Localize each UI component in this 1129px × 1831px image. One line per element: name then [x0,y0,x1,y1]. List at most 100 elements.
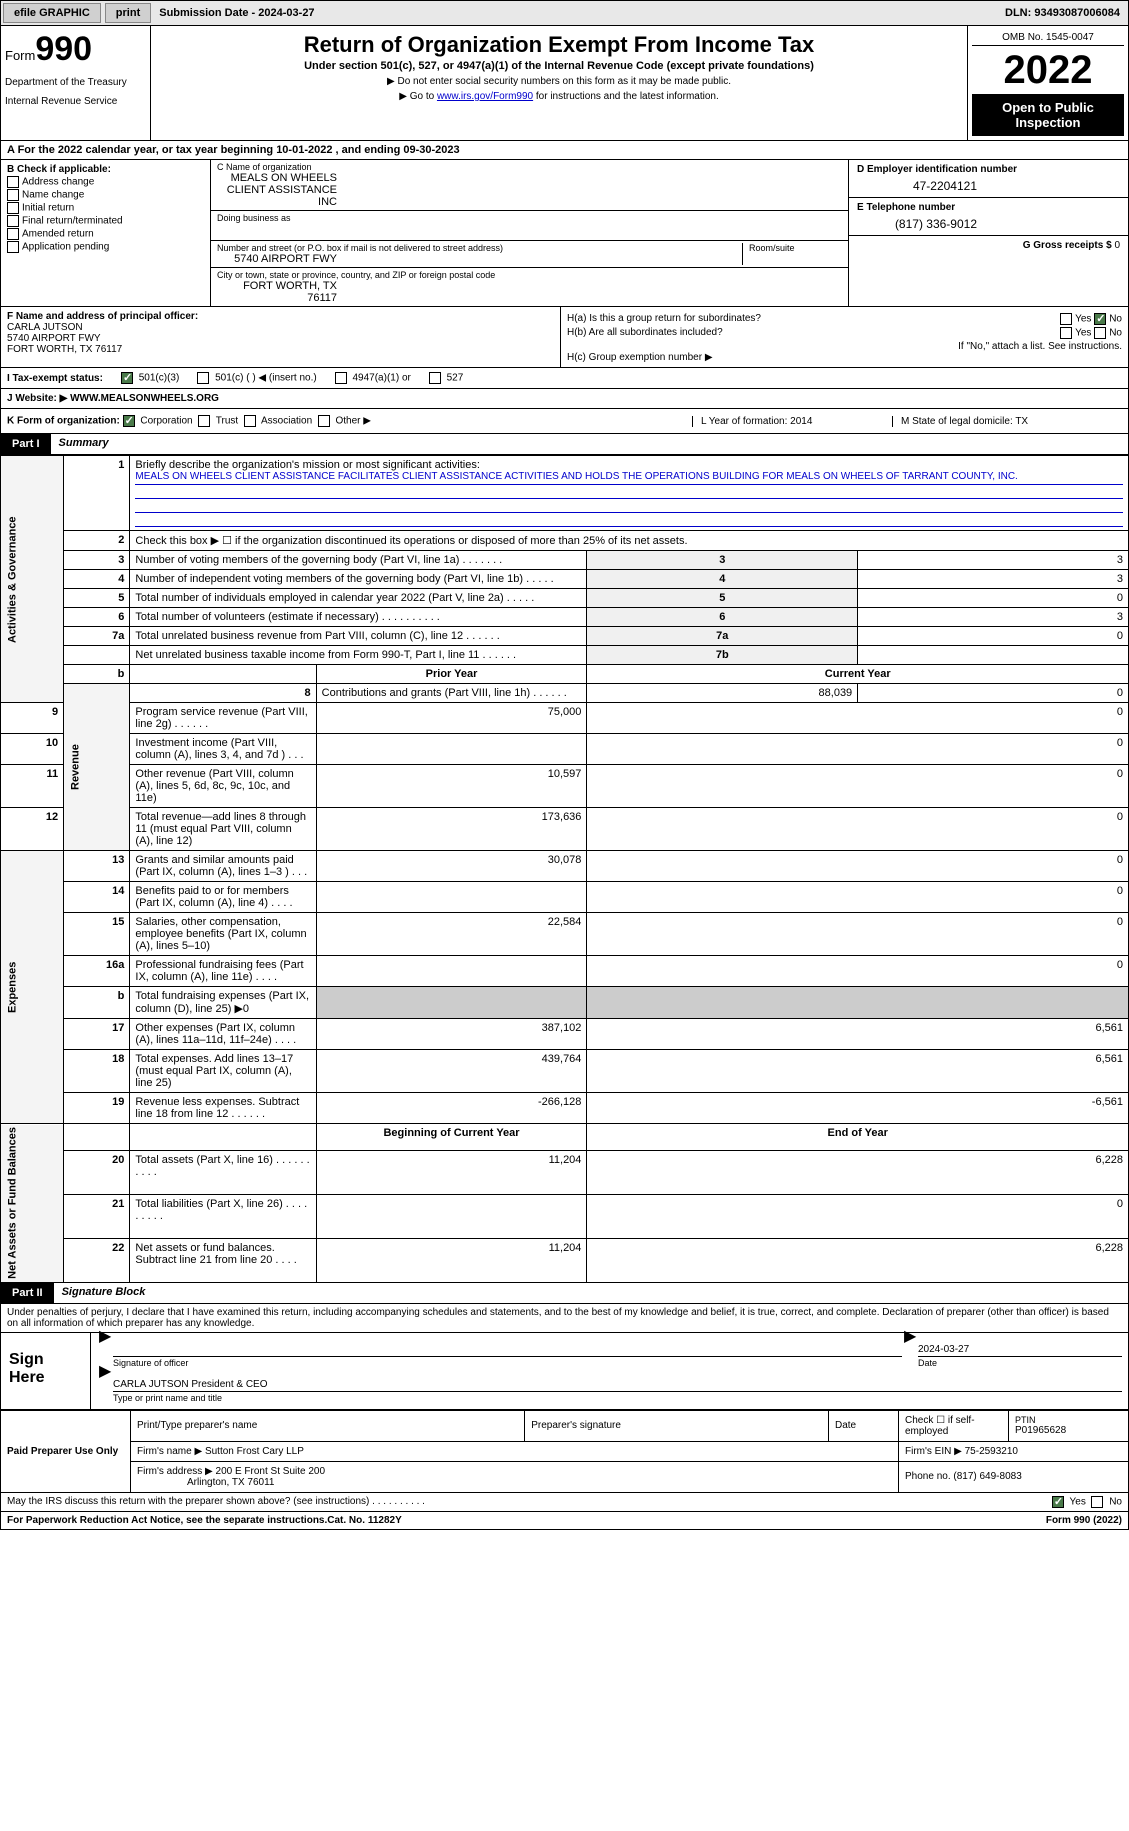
dept-treasury: Department of the Treasury [5,77,146,88]
ag-row: 6Total number of volunteers (estimate if… [1,608,1129,627]
cb-501c3 [121,372,133,384]
tax-year: 2022 [972,46,1124,94]
ein: 47-2204121 [857,179,977,193]
line-k: K Form of organization: Corporation Trus… [0,409,1129,434]
col-b-check: B Check if applicable: Address change Na… [1,160,211,306]
vtab-netassets: Net Assets or Fund Balances [1,1124,64,1283]
officer-signature-line[interactable] [113,1341,902,1357]
topbar: efile GRAPHIC print Submission Date - 20… [0,0,1129,26]
goto-note: ▶ Go to www.irs.gov/Form990 for instruct… [155,91,963,102]
line-l-year: L Year of formation: 2014 [692,416,892,427]
mission-text: MEALS ON WHEELS CLIENT ASSISTANCE FACILI… [135,471,1123,485]
sign-here-label: Sign Here [1,1333,91,1409]
cb-initial-return[interactable]: Initial return [7,202,204,214]
summary-table: Activities & Governance 1 Briefly descri… [0,455,1129,1283]
self-employed-label: Check ☐ if self-employed [899,1410,1009,1441]
firm-addr1: 200 E Front St Suite 200 [216,1466,326,1477]
cb-application-pending[interactable]: Application pending [7,241,204,253]
cb-name-change[interactable]: Name change [7,189,204,201]
col-h: H(a) Is this a group return for subordin… [561,307,1128,367]
rev-row: 9Program service revenue (Part VIII, lin… [1,703,1129,734]
dln: DLN: 93493087006084 [1005,7,1126,19]
gross-label: G Gross receipts $ [1023,240,1115,251]
prep-date-label: Date [829,1410,899,1441]
part2-head: Part II [1,1283,54,1303]
form-subtitle: Under section 501(c), 527, or 4947(a)(1)… [155,60,963,72]
rev-row: 10Investment income (Part VIII, column (… [1,734,1129,765]
submission-date-label: Submission Date - 2024-03-27 [159,7,314,19]
ag-row: 5Total number of individuals employed in… [1,589,1129,608]
part1-bar: Part I Summary [0,434,1129,455]
begin-year-head: Beginning of Current Year [316,1124,587,1151]
part2-title: Signature Block [54,1283,1128,1303]
city: FORT WORTH, TX 76117 [217,280,337,304]
firm-ein: 75-2593210 [965,1446,1018,1457]
form-year-cell: OMB No. 1545-0047 2022 Open to Public In… [968,26,1128,140]
officer-addr2: FORT WORTH, TX 76117 [7,344,554,355]
blank-line [135,485,1123,499]
part1-head: Part I [1,434,51,454]
may-yes-checked [1052,1496,1064,1508]
street-label: Number and street (or P.O. box if mail i… [217,243,742,253]
ein-label: D Employer identification number [857,164,1120,175]
efile-button[interactable]: efile GRAPHIC [3,3,101,23]
na-row: 20Total assets (Part X, line 16) . . . .… [1,1150,1129,1194]
line-m-state: M State of legal domicile: TX [892,416,1122,427]
print-button[interactable]: print [105,3,151,23]
city-label: City or town, state or province, country… [217,270,842,280]
form-990-label: Form 990 (2022) [1046,1515,1122,1526]
cb-final-return[interactable]: Final return/terminated [7,215,204,227]
line-i-tax-status: I Tax-exempt status: 501(c)(3) 501(c) ( … [0,368,1129,389]
col-d: D Employer identification number 47-2204… [848,160,1128,306]
rev-row: 11Other revenue (Part VIII, column (A), … [1,765,1129,808]
irs-link[interactable]: www.irs.gov/Form990 [437,91,533,102]
blank-line [135,499,1123,513]
firm-phone: (817) 649-8083 [953,1471,1021,1482]
cb-address-change[interactable]: Address change [7,176,204,188]
officer-name-line: CARLA JUTSON President & CEO [113,1376,1122,1392]
cat-no: Cat. No. 11282Y [327,1515,401,1526]
part2-bar: Part II Signature Block [0,1283,1129,1304]
block-bcd: B Check if applicable: Address change Na… [0,160,1129,307]
ag-row: 7aTotal unrelated business revenue from … [1,627,1129,646]
sign-date: 2024-03-27 [918,1341,1122,1357]
omb-number: OMB No. 1545-0047 [972,30,1124,46]
tel-label: E Telephone number [857,202,1120,213]
irs-label: Internal Revenue Service [5,96,146,107]
part1-title: Summary [51,434,1128,454]
rev-row: 12Total revenue—add lines 8 through 11 (… [1,808,1129,851]
form-id-cell: Form990 Department of the Treasury Inter… [1,26,151,140]
na-row: 22Net assets or fund balances. Subtract … [1,1238,1129,1282]
vtab-activities: Activities & Governance [1,456,64,703]
col-f-officer: F Name and address of principal officer:… [1,307,561,367]
street: 5740 AIRPORT FWY [217,253,337,265]
exp-row: 19Revenue less expenses. Subtract line 1… [1,1093,1129,1124]
prior-year-head: Prior Year [316,665,587,684]
org-name-label: C Name of organization [217,162,842,172]
exp-row: 17Other expenses (Part IX, column (A), l… [1,1019,1129,1050]
line-j-website: J Website: ▶ WWW.MEALSONWHEELS.ORG [0,389,1129,409]
ag-row: 4Number of independent voting members of… [1,570,1129,589]
firm-addr2: Arlington, TX 76011 [187,1477,274,1488]
org-name: MEALS ON WHEELS CLIENT ASSISTANCE INC [217,172,337,208]
hb-label: H(b) Are all subordinates included? [567,327,723,339]
officer-addr1: 5740 AIRPORT FWY [7,333,554,344]
blank-line [135,513,1123,527]
ssn-note: ▶ Do not enter social security numbers o… [155,76,963,87]
exp-row: 16aProfessional fundraising fees (Part I… [1,956,1129,987]
may-discuss-row: May the IRS discuss this return with the… [0,1493,1129,1512]
exp-row: 15Salaries, other compensation, employee… [1,913,1129,956]
form-title: Return of Organization Exempt From Incom… [155,32,963,58]
vtab-revenue: Revenue [64,684,130,851]
dba-label: Doing business as [217,213,842,223]
end-year-head: End of Year [587,1124,1129,1151]
form-title-cell: Return of Organization Exempt From Incom… [151,26,968,140]
firm-name: Sutton Frost Cary LLP [205,1446,304,1457]
na-row: 21Total liabilities (Part X, line 26) . … [1,1194,1129,1238]
ha-label: H(a) Is this a group return for subordin… [567,313,761,325]
cb-amended-return[interactable]: Amended return [7,228,204,240]
paid-preparer-block: Paid Preparer Use Only Print/Type prepar… [0,1410,1129,1493]
tel: (817) 336-9012 [857,217,977,231]
prep-sig-label: Preparer's signature [525,1410,829,1441]
officer-name: CARLA JUTSON [7,322,554,333]
